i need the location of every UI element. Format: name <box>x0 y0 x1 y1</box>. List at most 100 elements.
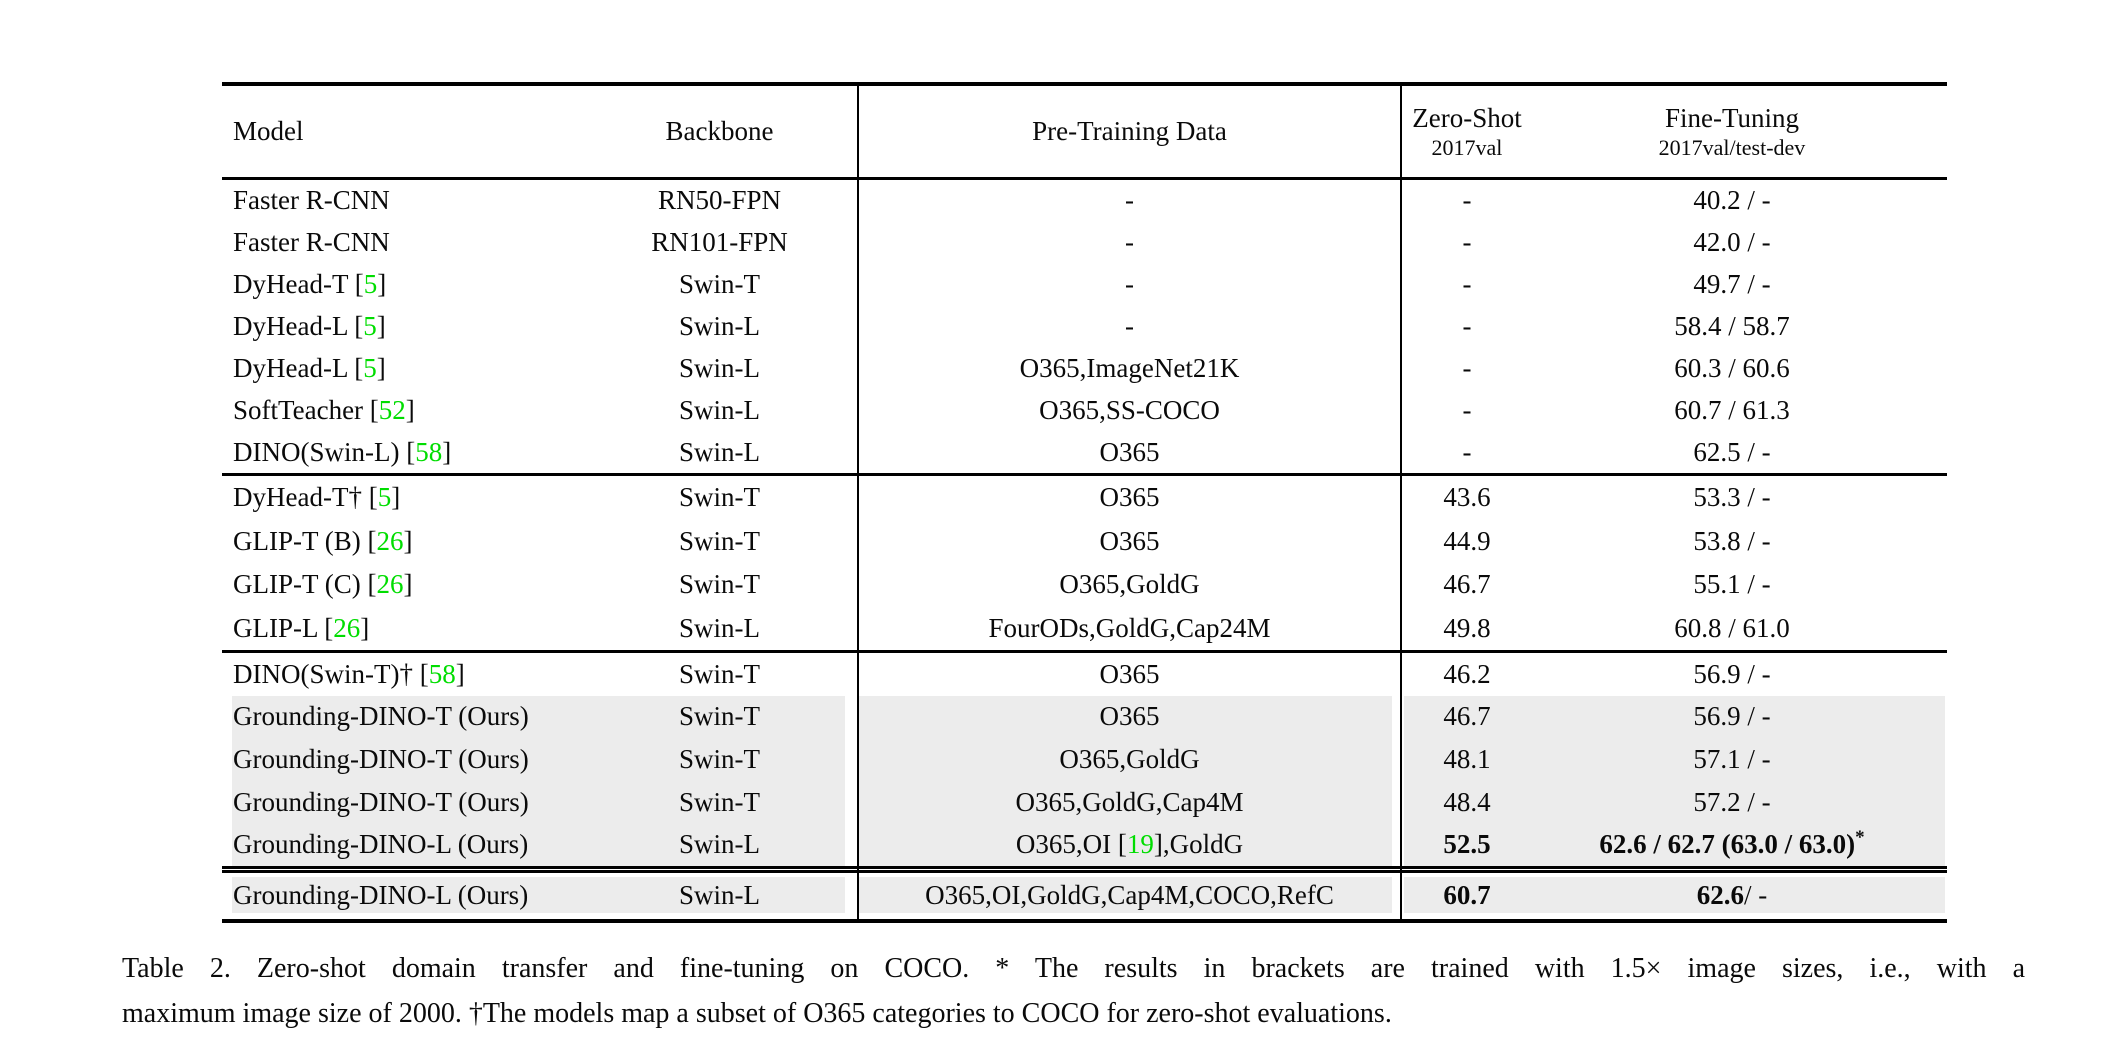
table-row: DyHead-L [5] Swin-L - - 58.4 / 58.7 <box>222 306 1947 348</box>
block-separator-double-rule <box>222 866 1947 873</box>
table-top-rule <box>222 82 1947 86</box>
table-block-final-model: Grounding-DINO-L (Ours) Swin-L O365,OI,G… <box>222 873 1947 919</box>
cell-pretraining: O365 <box>1099 525 1160 556</box>
table-row: DINO(Swin-T)† [58] Swin-T O365 46.2 56.9… <box>222 653 1947 696</box>
cell-zero-shot: - <box>1462 269 1472 300</box>
cell-fine-tuning: 62.6 / - <box>1696 879 1768 910</box>
cell-pretraining: O365 <box>1099 701 1160 732</box>
cell-backbone: Swin-T <box>679 743 760 774</box>
cell-zero-shot: 46.2 <box>1443 658 1491 689</box>
cell-backbone: Swin-L <box>679 352 760 383</box>
cell-pretraining: - <box>1125 269 1134 300</box>
table-row: Faster R-CNN RN50-FPN - - 40.2 / - <box>222 180 1947 222</box>
cell-pretraining: O365,GoldG,Cap4M <box>1015 786 1244 817</box>
cell-model: Grounding-DINO-T (Ours) <box>233 701 529 732</box>
cell-pretraining: O365,OI,GoldG,Cap4M,COCO,RefC <box>925 879 1334 910</box>
cell-backbone: Swin-L <box>679 311 760 341</box>
table-row: GLIP-T (B) [26] Swin-T O365 44.9 53.8 / … <box>222 520 1947 564</box>
column-divider-pretraining-zeroshot <box>1400 86 1402 919</box>
cell-fine-tuning: 60.7 / 61.3 <box>1674 394 1790 425</box>
table-row-highlighted: Grounding-DINO-L (Ours) Swin-L O365,OI,G… <box>222 873 1947 919</box>
header-zero-shot-title: Zero-Shot <box>1412 102 1522 133</box>
header-backbone: Backbone <box>665 116 774 146</box>
table-block-zero-shot-baselines: DyHead-T† [5] Swin-T O365 43.6 53.3 / - … <box>222 476 1947 650</box>
cell-backbone: Swin-T <box>679 525 760 556</box>
cell-backbone: RN50-FPN <box>657 185 782 216</box>
table-row-highlighted: Grounding-DINO-T (Ours) Swin-T O365,Gold… <box>222 738 1947 781</box>
cell-fine-tuning: 53.3 / - <box>1693 482 1771 513</box>
cell-zero-shot: - <box>1462 227 1472 258</box>
cell-model: Grounding-DINO-T (Ours) <box>233 786 529 817</box>
cell-backbone: Swin-T <box>679 658 760 689</box>
header-fine-tuning-title: Fine-Tuning <box>1664 102 1800 133</box>
cell-zero-shot: - <box>1462 436 1472 467</box>
header-pretraining-data: Pre-Training Data <box>1032 116 1227 146</box>
cell-zero-shot: 48.1 <box>1443 743 1491 774</box>
cell-model: DyHead-T [5] <box>233 269 387 300</box>
cell-pretraining: - <box>1125 185 1134 216</box>
cell-pretraining: O365 <box>1099 436 1160 467</box>
cell-zero-shot: 44.9 <box>1443 525 1491 556</box>
cell-pretraining: O365 <box>1099 658 1160 689</box>
cell-model: GLIP-L [26] <box>233 612 370 643</box>
cell-zero-shot: 43.6 <box>1443 482 1491 513</box>
cell-pretraining: O365,ImageNet21K <box>1019 352 1240 383</box>
cell-pretraining: O365,GoldG <box>1059 743 1200 774</box>
cell-fine-tuning: 57.1 / - <box>1693 743 1771 774</box>
table-row: GLIP-L [26] Swin-L FourODs,GoldG,Cap24M … <box>222 607 1947 651</box>
header-separator-rule <box>222 177 1947 180</box>
caption-line-1: Table 2. Zero-shot domain transfer and f… <box>122 953 2025 984</box>
table-row: Faster R-CNN RN101-FPN - - 42.0 / - <box>222 222 1947 264</box>
cell-zero-shot: - <box>1462 394 1472 425</box>
cell-fine-tuning: 62.6 / 62.7 (63.0 / 63.0) * <box>1599 827 1865 860</box>
cell-model: SoftTeacher [52] <box>233 394 415 425</box>
cell-fine-tuning: 60.3 / 60.6 <box>1674 352 1790 383</box>
cell-fine-tuning: 58.4 / 58.7 <box>1674 311 1790 341</box>
cell-backbone: Swin-T <box>679 482 760 513</box>
cell-fine-tuning: 49.7 / - <box>1693 269 1771 300</box>
cell-model: DyHead-L [5] <box>233 311 386 341</box>
cell-pretraining: O365,SS-COCO <box>1039 394 1220 425</box>
cell-fine-tuning: 42.0 / - <box>1693 227 1771 258</box>
cell-zero-shot: 48.4 <box>1443 786 1491 817</box>
cell-model: GLIP-T (C) [26] <box>233 569 413 600</box>
cell-backbone: Swin-L <box>679 879 760 910</box>
cell-model: Grounding-DINO-T (Ours) <box>233 743 529 774</box>
block-separator-rule <box>222 473 1947 476</box>
header-model: Model <box>233 116 304 146</box>
cell-backbone: Swin-L <box>679 394 760 425</box>
cell-pretraining: O365,OI [19],GoldG <box>1015 829 1244 860</box>
cell-backbone: RN101-FPN <box>651 227 788 258</box>
header-fine-tuning-subtitle: 2017val/test-dev <box>1658 134 1806 160</box>
cell-zero-shot: 60.7 <box>1443 879 1491 910</box>
cell-model: DyHead-L [5] <box>233 352 386 383</box>
table-block-closed-set: Faster R-CNN RN50-FPN - - 40.2 / - Faste… <box>222 180 1947 473</box>
cell-model: DINO(Swin-L) [58] <box>233 436 452 467</box>
cell-model: DINO(Swin-T)† [58] <box>233 658 465 689</box>
table-row: DyHead-T† [5] Swin-T O365 43.6 53.3 / - <box>222 476 1947 520</box>
cell-backbone: Swin-L <box>679 612 760 643</box>
cell-pretraining: FourODs,GoldG,Cap24M <box>988 612 1271 643</box>
table-row: SoftTeacher [52] Swin-L O365,SS-COCO - 6… <box>222 389 1947 431</box>
table-row-highlighted: Grounding-DINO-T (Ours) Swin-T O365,Gold… <box>222 780 1947 824</box>
cell-backbone: Swin-L <box>679 829 760 860</box>
cell-fine-tuning: 57.2 / - <box>1693 786 1771 817</box>
table-caption: Table 2. Zero-shot domain transfer and f… <box>122 946 2025 1036</box>
table-bottom-rule <box>222 919 1947 923</box>
cell-model: Grounding-DINO-L (Ours) <box>233 879 529 910</box>
results-table: Model Backbone Pre-Training Data Zero-Sh… <box>222 82 1947 923</box>
table-row: DyHead-T [5] Swin-T - - 49.7 / - <box>222 264 1947 306</box>
table-block-grounding-dino: DINO(Swin-T)† [58] Swin-T O365 46.2 56.9… <box>222 653 1947 866</box>
table-row: DINO(Swin-L) [58] Swin-L O365 - 62.5 / - <box>222 431 1947 473</box>
cell-backbone: Swin-T <box>679 701 760 732</box>
column-divider-backbone-pretraining <box>857 86 859 919</box>
cell-model: Faster R-CNN <box>233 185 390 216</box>
cell-backbone: Swin-L <box>679 436 760 467</box>
table-row: DyHead-L [5] Swin-L O365,ImageNet21K - 6… <box>222 347 1947 389</box>
cell-zero-shot: - <box>1462 311 1472 341</box>
cell-model: Faster R-CNN <box>233 227 390 258</box>
table-row: GLIP-T (C) [26] Swin-T O365,GoldG 46.7 5… <box>222 563 1947 607</box>
cell-fine-tuning: 56.9 / - <box>1693 701 1771 732</box>
cell-backbone: Swin-T <box>679 569 760 600</box>
